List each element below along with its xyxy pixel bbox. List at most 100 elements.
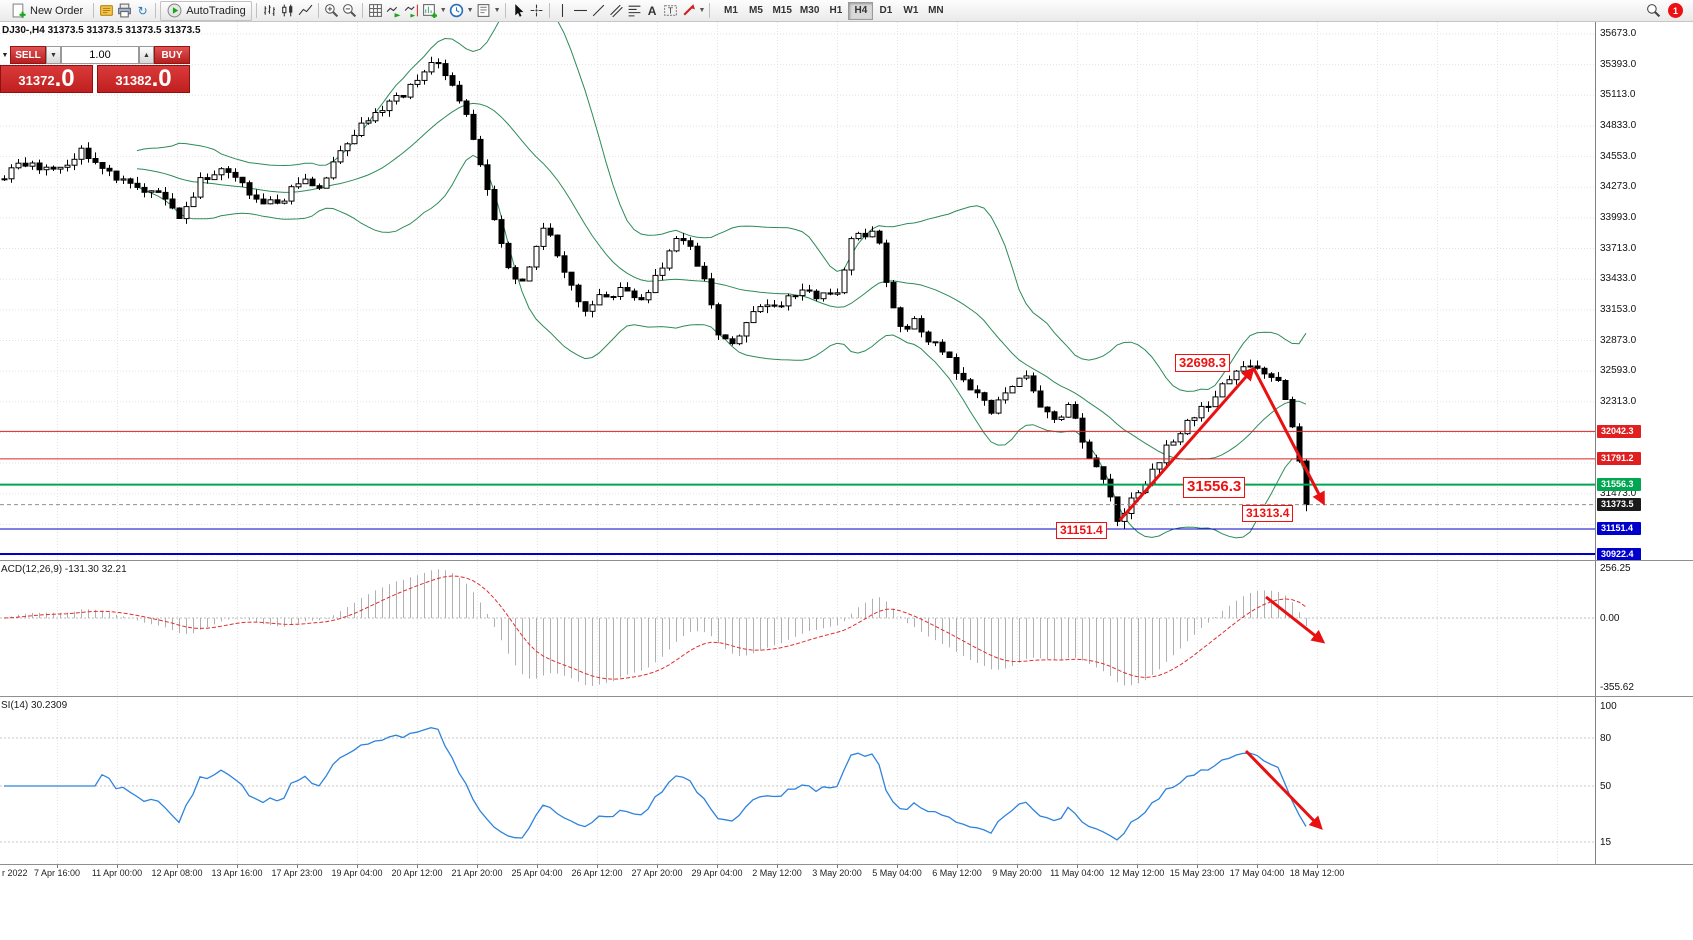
crosshair-icon[interactable] bbox=[528, 2, 545, 19]
text-icon[interactable]: A bbox=[647, 3, 657, 18]
vertical-line-icon[interactable] bbox=[554, 2, 571, 19]
timeframe-h4-button[interactable]: H4 bbox=[848, 1, 874, 20]
time-axis-tick bbox=[57, 865, 58, 868]
chevron-down-icon[interactable]: ▼ bbox=[466, 7, 474, 14]
time-axis-tick bbox=[1257, 865, 1258, 868]
new-order-button[interactable]: New Order bbox=[4, 1, 89, 21]
buy-button[interactable]: BUY bbox=[154, 46, 190, 64]
toolbar-separator bbox=[93, 3, 95, 18]
new-chart-icon[interactable] bbox=[421, 2, 438, 19]
horizontal-line-icon[interactable] bbox=[572, 2, 589, 19]
time-axis-tick bbox=[177, 865, 178, 868]
chevron-down-icon[interactable]: ▼ bbox=[439, 7, 447, 14]
time-axis-tick bbox=[1077, 865, 1078, 868]
autoscroll-icon[interactable] bbox=[385, 2, 402, 19]
timeframe-m1-button[interactable]: M1 bbox=[724, 5, 738, 16]
timeframe-w1-button[interactable]: W1 bbox=[903, 5, 919, 16]
time-axis-label: 17 Apr 23:00 bbox=[271, 868, 323, 878]
collapse-trade-panel-icon[interactable]: ▼ bbox=[0, 46, 10, 64]
svg-text:T: T bbox=[667, 5, 673, 15]
periods-icon[interactable] bbox=[448, 2, 465, 19]
channel-icon[interactable] bbox=[608, 2, 625, 19]
price-tick-label: 34273.0 bbox=[1600, 181, 1637, 193]
price-axis[interactable]: 35673.0 35393.0 35113.0 34833.0 34553.0 34273… bbox=[1595, 22, 1693, 865]
time-axis-label: 12 May 12:00 bbox=[1109, 868, 1165, 878]
sell-price-display[interactable]: 31372.0 bbox=[0, 65, 93, 93]
timeframe-m5-button[interactable]: M5 bbox=[749, 5, 763, 16]
price-level-tag: 30922.4 bbox=[1597, 547, 1641, 561]
print-icon[interactable] bbox=[116, 2, 133, 19]
time-axis-tick bbox=[777, 865, 778, 868]
time-axis-label: 6 May 12:00 bbox=[932, 868, 982, 878]
toolbar-separator bbox=[155, 3, 157, 18]
autotrading-button[interactable]: AutoTrading bbox=[160, 0, 252, 21]
time-axis[interactable]: r 2022 7 Apr 16:00 11 Apr 00:00 12 Apr 08:0… bbox=[0, 865, 1595, 881]
rsi-pane[interactable]: SI(14) 30.2309 bbox=[0, 698, 1595, 864]
price-annotation[interactable]: 31151.4 bbox=[1056, 522, 1107, 539]
time-axis-tick bbox=[957, 865, 958, 868]
main-chart-pane[interactable] bbox=[0, 0, 1595, 560]
refresh-icon[interactable]: ↻ bbox=[137, 3, 148, 18]
price-annotation[interactable]: 31313.4 bbox=[1242, 505, 1294, 522]
shapes-icon[interactable] bbox=[680, 2, 697, 19]
time-axis-tick bbox=[1017, 865, 1018, 868]
one-click-trading-panel: ▼ SELL ▼ ▲ BUY 31372.0 31382.0 bbox=[0, 46, 190, 93]
line-chart-icon[interactable] bbox=[297, 2, 314, 19]
price-tick-label: 33713.0 bbox=[1600, 242, 1637, 254]
cursor-icon[interactable] bbox=[510, 2, 527, 19]
time-axis-label: 17 May 04:00 bbox=[1229, 868, 1285, 878]
pane-separator[interactable] bbox=[0, 696, 1693, 697]
time-axis-tick bbox=[597, 865, 598, 868]
candlestick-chart bbox=[0, 0, 1595, 560]
macd-axis-label: 0.00 bbox=[1600, 613, 1620, 624]
chevron-down-icon[interactable]: ▼ bbox=[493, 7, 501, 14]
timeframe-d1-button[interactable]: D1 bbox=[879, 5, 893, 16]
bar-chart-icon[interactable] bbox=[261, 2, 278, 19]
sell-button[interactable]: SELL bbox=[10, 46, 46, 64]
grid-icon[interactable] bbox=[367, 2, 384, 19]
time-axis-label: 20 Apr 12:00 bbox=[391, 868, 443, 878]
time-axis-tick bbox=[657, 865, 658, 868]
rsi-axis-label: 50 bbox=[1600, 781, 1612, 792]
pane-separator bbox=[0, 864, 1693, 865]
timeframe-m30-button[interactable]: M30 bbox=[799, 5, 820, 16]
time-axis-tick bbox=[717, 865, 718, 868]
volume-input[interactable] bbox=[61, 46, 139, 64]
time-axis-label: 3 May 20:00 bbox=[812, 868, 862, 878]
time-axis-label: 11 Apr 00:00 bbox=[91, 868, 143, 878]
chart-shift-icon[interactable] bbox=[403, 2, 420, 19]
rsi-axis-label: 80 bbox=[1600, 733, 1612, 744]
search-icon[interactable] bbox=[1645, 2, 1662, 19]
zoom-in-icon[interactable] bbox=[323, 2, 340, 19]
price-annotation[interactable]: 31556.3 bbox=[1183, 477, 1246, 498]
candlestick-icon[interactable] bbox=[279, 2, 296, 19]
rsi-axis-label: 100 bbox=[1600, 701, 1617, 712]
price-level-tag: 31151.4 bbox=[1597, 522, 1641, 536]
macd-pane[interactable]: ACD(12,26,9) -131.30 32.21 bbox=[0, 562, 1595, 696]
rsi-indicator bbox=[0, 698, 1595, 864]
timeframe-mn-button[interactable]: MN bbox=[928, 5, 944, 16]
zoom-out-icon[interactable] bbox=[341, 2, 358, 19]
price-level-tag: 31791.2 bbox=[1597, 452, 1641, 466]
trendline-icon[interactable] bbox=[590, 2, 607, 19]
time-axis-label: 19 Apr 04:00 bbox=[331, 868, 383, 878]
volume-decrease-button[interactable]: ▼ bbox=[46, 46, 61, 64]
timeframe-h1-button[interactable]: H1 bbox=[829, 5, 843, 16]
macd-indicator bbox=[0, 562, 1595, 696]
fibonacci-icon[interactable] bbox=[626, 2, 643, 19]
time-axis-label: 21 Apr 20:00 bbox=[451, 868, 503, 878]
chevron-down-icon[interactable]: ▼ bbox=[698, 7, 706, 14]
label-icon[interactable]: T bbox=[662, 2, 679, 19]
buy-price-int: 31382 bbox=[115, 73, 152, 88]
new-order-icon bbox=[10, 2, 27, 19]
pane-separator[interactable] bbox=[0, 560, 1693, 561]
templates-icon[interactable] bbox=[475, 2, 492, 19]
time-axis-label: 5 May 04:00 bbox=[872, 868, 922, 878]
buy-price-dec: .0 bbox=[151, 65, 172, 92]
volume-increase-button[interactable]: ▲ bbox=[139, 46, 154, 64]
timeframe-m15-button[interactable]: M15 bbox=[772, 5, 792, 16]
metaeditor-icon[interactable] bbox=[98, 2, 115, 19]
price-annotation[interactable]: 32698.3 bbox=[1175, 354, 1230, 373]
notification-badge[interactable]: 1 bbox=[1668, 3, 1683, 18]
buy-price-display[interactable]: 31382.0 bbox=[97, 65, 190, 93]
